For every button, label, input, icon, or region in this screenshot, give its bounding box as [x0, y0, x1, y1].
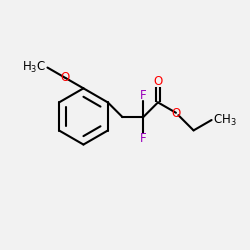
Text: O: O	[61, 72, 70, 85]
Text: CH$_3$: CH$_3$	[213, 112, 236, 128]
Text: F: F	[140, 89, 146, 102]
Text: F: F	[140, 132, 146, 145]
Text: O: O	[172, 106, 181, 120]
Text: O: O	[153, 74, 162, 88]
Text: H$_3$C: H$_3$C	[22, 60, 46, 74]
